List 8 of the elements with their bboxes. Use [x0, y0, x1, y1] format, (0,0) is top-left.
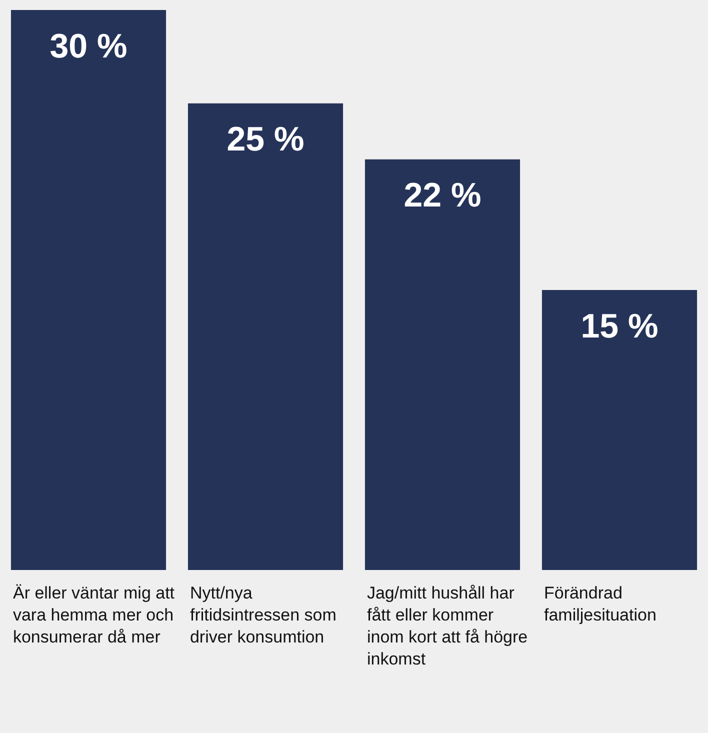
- x-tick-label: Är eller väntar mig att vara hemma mer och konsumerar då mer: [12, 584, 175, 647]
- x-tick-label: Nytt/nya fritidsintressen som driver konsumtion: [190, 584, 336, 647]
- x-tick-label: Förändrad familjesituation: [544, 584, 656, 625]
- x-tick-label: Jag/mitt hushåll har fått eller kommer inom kort att få högre inkomst: [366, 584, 528, 669]
- data-label: 22 %: [404, 176, 482, 215]
- data-label: 30 %: [50, 27, 128, 66]
- data-label: 15 %: [580, 307, 658, 346]
- data-label: 25 %: [226, 120, 304, 159]
